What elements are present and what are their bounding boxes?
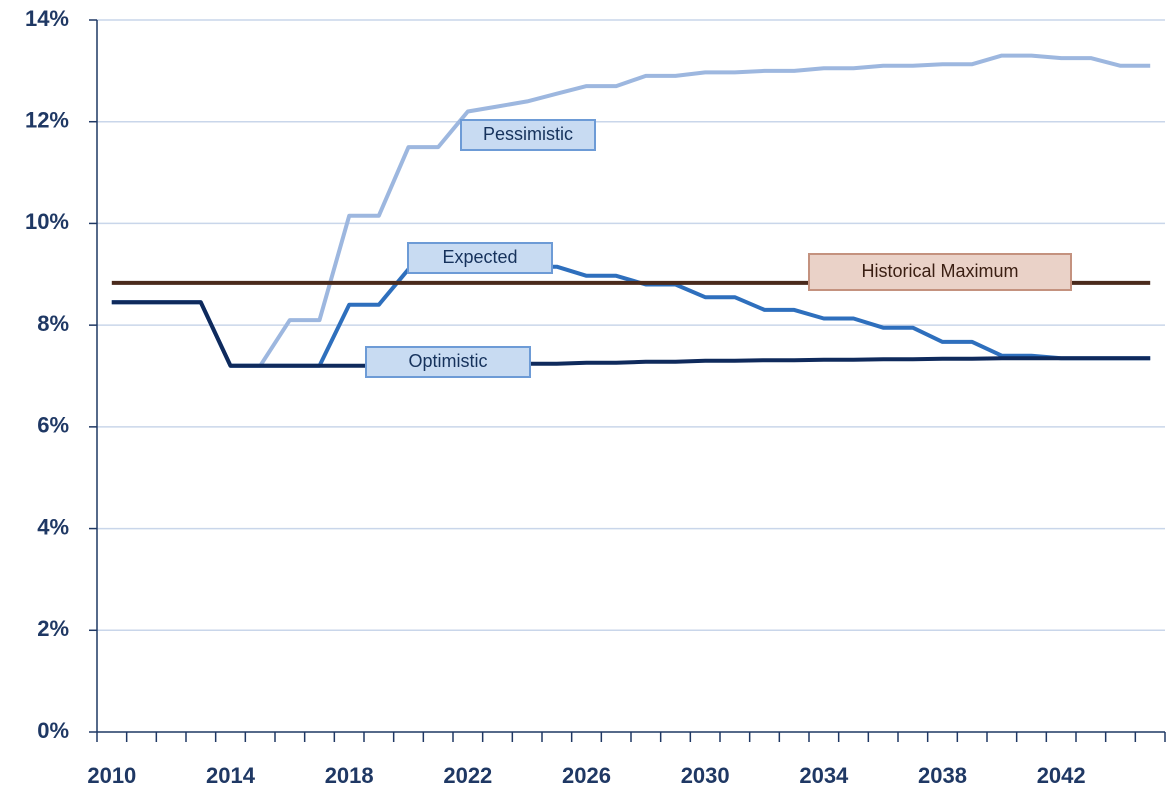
y-tick-label: 2% [37,616,69,641]
y-tick-label: 8% [37,311,69,336]
series-tag: Pessimistic [483,124,573,144]
y-tick-label: 12% [25,108,69,133]
y-tick-label: 10% [25,209,69,234]
series-line [111,300,1151,368]
x-tick-label: 2010 [87,763,136,788]
x-tick-label: 2018 [325,763,374,788]
x-tick-label: 2014 [206,763,256,788]
series-tag: Historical Maximum [861,261,1018,281]
x-tick-label: 2034 [799,763,849,788]
series-tag: Optimistic [408,351,487,371]
x-tick-label: 2042 [1037,763,1086,788]
series-tag-box [407,242,553,274]
series-tag-box [808,253,1072,291]
x-tick-label: 2030 [681,763,730,788]
x-tick-label: 2038 [918,763,967,788]
series-tag: Expected [442,247,517,267]
x-tick-label: 2022 [443,763,492,788]
x-tick-label: 2026 [562,763,611,788]
y-tick-label: 4% [37,514,69,539]
y-tick-label: 6% [37,413,69,438]
series-tag-box [365,346,531,378]
y-tick-label: 0% [37,718,69,743]
series-line [111,53,1151,368]
y-tick-label: 14% [25,6,69,31]
series-tag-box [460,119,596,151]
